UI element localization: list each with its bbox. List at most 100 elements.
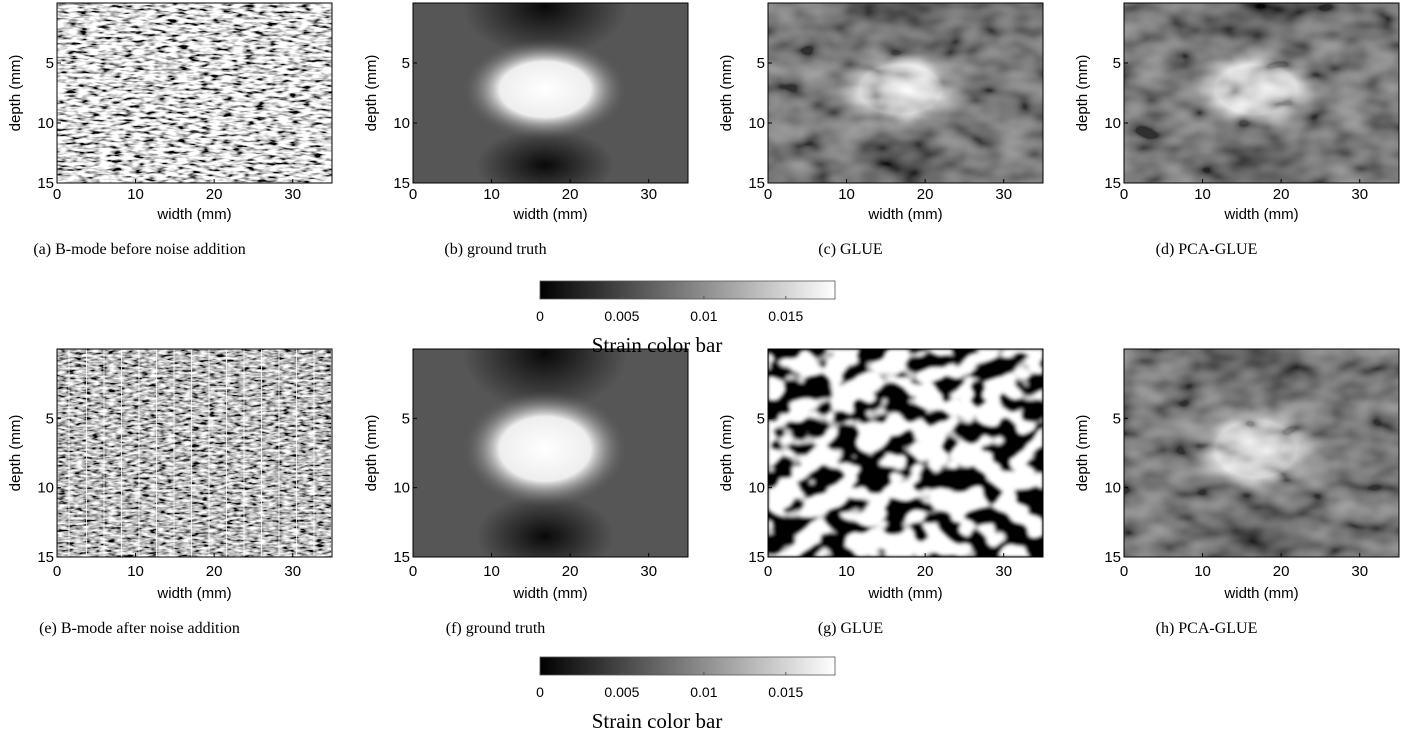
x-axis-label: width (mm): [156, 206, 231, 223]
y-axis-label: depth (mm): [363, 415, 380, 492]
bmode-image: [57, 3, 332, 183]
y-tick-label: 5: [1113, 55, 1121, 72]
x-tick-label: 30: [640, 186, 657, 203]
colorbar-label: Strain color bar: [592, 709, 723, 733]
y-tick-label: 5: [1113, 410, 1121, 427]
x-tick-label: 10: [1194, 563, 1211, 580]
x-tick-label: 20: [1273, 563, 1290, 580]
axes-frame: [56, 2, 333, 184]
panel: 0 10 20 30 5 10 15 width (mm) depth (mm) (e) B-mo…: [7, 348, 333, 637]
bmode-image: [57, 349, 332, 557]
y-tick-label: 10: [393, 115, 410, 132]
x-tick-label: 0: [53, 186, 61, 203]
axes-frame: [56, 348, 333, 558]
axes-frame: [1123, 2, 1400, 184]
x-tick-label: 0: [1120, 186, 1128, 203]
x-tick-label: 20: [562, 563, 579, 580]
x-tick-label: 10: [127, 186, 144, 203]
y-tick-label: 10: [393, 480, 410, 497]
y-tick-label: 10: [37, 480, 54, 497]
image: [413, 3, 688, 183]
x-tick-label: 10: [483, 186, 500, 203]
panel: 0 10 20 30 5 10 15 width (mm) depth (mm) (b) grou…: [363, 2, 689, 258]
x-tick-label: 20: [1273, 186, 1290, 203]
y-tick-label: 15: [1104, 549, 1121, 566]
caption: (g) GLUE: [818, 620, 883, 637]
panel: 0 10 20 30 5 10 15 width (mm) depth (mm) (d) PCA-…: [1074, 2, 1400, 258]
x-tick-label: 30: [1351, 563, 1368, 580]
panel: 0 10 20 30 5 10 15 width (mm) depth (mm) (h) PCA-…: [1074, 348, 1400, 637]
image: [768, 3, 1043, 183]
y-axis-label: depth (mm): [1074, 55, 1091, 132]
x-tick-label: 30: [995, 563, 1012, 580]
strain-noise: [1124, 349, 1399, 557]
axes-frame: [767, 2, 1044, 184]
colorbar-label: Strain color bar: [592, 333, 723, 357]
x-axis-label: width (mm): [512, 585, 587, 602]
x-axis-label: width (mm): [1223, 206, 1298, 223]
strain-low: [476, 494, 614, 557]
inclusion: [462, 39, 628, 140]
axes-frame: [412, 2, 689, 184]
inclusion: [462, 390, 628, 508]
y-tick-label: 5: [757, 55, 765, 72]
caption: (a) B-mode before noise addition: [33, 241, 245, 258]
caption: (e) B-mode after noise addition: [39, 620, 240, 637]
y-tick-label: 5: [402, 55, 410, 72]
y-tick-label: 10: [1104, 115, 1121, 132]
colorbar: 0 0.005 0.01 0.015 Strain color bar: [536, 656, 836, 733]
x-tick-label: 30: [1351, 186, 1368, 203]
axes-frame: [767, 348, 1044, 558]
x-tick-label: 10: [1194, 186, 1211, 203]
y-tick-label: 15: [393, 549, 410, 566]
x-tick-label: 10: [127, 563, 144, 580]
x-tick-label: 20: [206, 186, 223, 203]
panel: 0 10 20 30 5 10 15 width (mm) depth (mm) (f) grou…: [363, 348, 689, 637]
y-tick-label: 5: [402, 410, 410, 427]
y-tick-label: 15: [393, 175, 410, 192]
image: [57, 3, 332, 183]
y-tick-label: 15: [748, 175, 765, 192]
colorbar-tick-label: 0.005: [604, 684, 639, 700]
caption: (d) PCA-GLUE: [1156, 241, 1258, 258]
y-tick-label: 10: [748, 115, 765, 132]
x-tick-label: 20: [206, 563, 223, 580]
colorbar-tick-label: 0.015: [768, 308, 803, 324]
x-tick-label: 0: [53, 563, 61, 580]
strain-low: [462, 3, 628, 57]
x-tick-label: 0: [409, 563, 417, 580]
x-tick-label: 0: [764, 563, 772, 580]
image: [768, 349, 1043, 557]
panel: 0 10 20 30 5 10 15 width (mm) depth (mm) (g) GLUE: [718, 348, 1044, 637]
y-tick-label: 15: [1104, 175, 1121, 192]
image: [1124, 349, 1399, 557]
y-tick-label: 5: [46, 410, 54, 427]
y-tick-label: 5: [757, 410, 765, 427]
x-tick-label: 10: [838, 563, 855, 580]
y-tick-label: 15: [37, 175, 54, 192]
colorbar-gradient: [539, 656, 836, 676]
colorbar-tick-label: 0.005: [604, 308, 639, 324]
x-tick-label: 20: [917, 186, 934, 203]
panel: 0 10 20 30 5 10 15 width (mm) depth (mm) (c) GLUE: [718, 2, 1044, 258]
strain-noise: [768, 3, 1043, 183]
caption: (h) PCA-GLUE: [1156, 620, 1258, 637]
colorbar-tick-label: 0.01: [690, 684, 717, 700]
colorbar-tick-label: 0.015: [768, 684, 803, 700]
x-tick-label: 20: [917, 563, 934, 580]
y-axis-label: depth (mm): [1074, 415, 1091, 492]
y-tick-label: 10: [37, 115, 54, 132]
image: [1124, 3, 1399, 183]
y-tick-label: 15: [748, 549, 765, 566]
x-axis-label: width (mm): [867, 585, 942, 602]
x-tick-label: 10: [483, 563, 500, 580]
x-tick-label: 0: [409, 186, 417, 203]
strain-noise: [1124, 3, 1399, 183]
y-tick-label: 10: [748, 480, 765, 497]
image: [57, 349, 332, 557]
colorbar-tick-label: 0: [536, 308, 544, 324]
y-tick-label: 5: [46, 55, 54, 72]
strain-low: [476, 129, 614, 183]
x-axis-label: width (mm): [512, 206, 587, 223]
